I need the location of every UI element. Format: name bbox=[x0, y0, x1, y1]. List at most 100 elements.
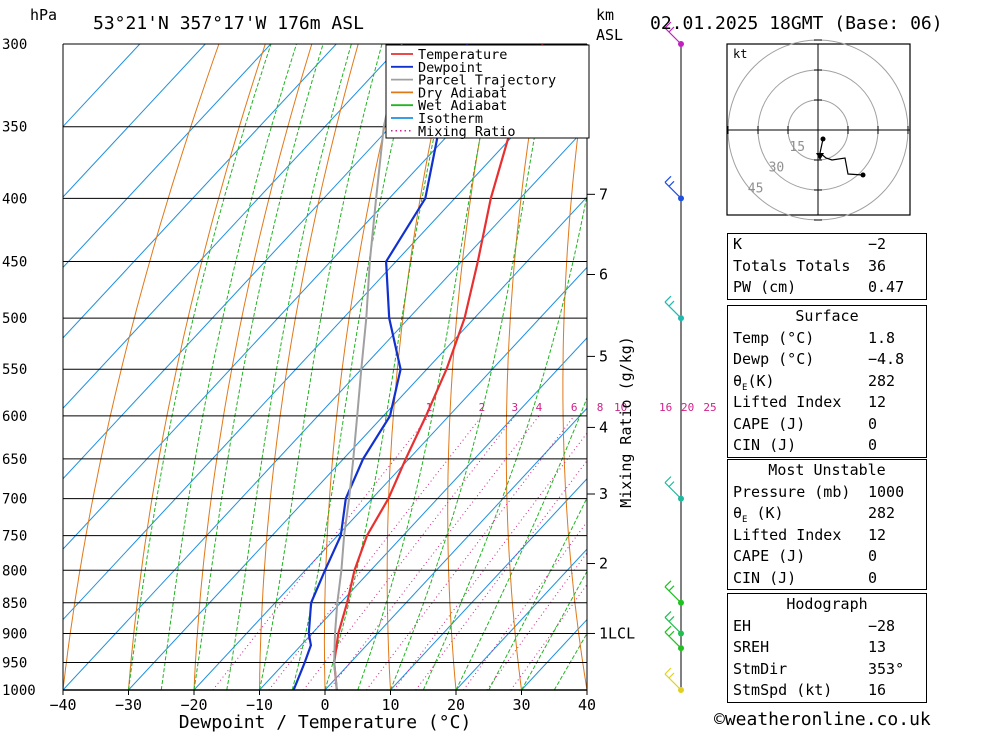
surface-label: Lifted Index bbox=[733, 393, 842, 411]
surface-row: Lifted Index 12 bbox=[728, 392, 926, 414]
pressure-tick-label: 550 bbox=[2, 362, 27, 378]
mixing-ratio-line bbox=[393, 432, 587, 690]
wind-barb bbox=[664, 625, 682, 649]
mixing-ratio-axis-label: Mixing Ratio (g/kg) bbox=[617, 336, 635, 508]
mixing-ratio-label: 4 bbox=[536, 401, 543, 414]
x-tick-label: −40 bbox=[49, 696, 76, 714]
hodograph-start-dot bbox=[820, 136, 826, 142]
wet-adiabat bbox=[160, 44, 297, 690]
pressure-tick-label: 500 bbox=[2, 311, 27, 327]
stats-panel: K −2 Totals Totals 36 PW (cm) 0.47 bbox=[727, 233, 927, 300]
most-unstable-row: Lifted Index 12 bbox=[728, 525, 926, 547]
surface-label: Dewp (°C) bbox=[733, 350, 815, 368]
km-tick-label: 4 bbox=[599, 418, 608, 436]
hodograph-stat-row: StmDir 353° bbox=[728, 659, 926, 681]
surface-row: CIN (J) 0 bbox=[728, 435, 926, 457]
wet-adiabat bbox=[455, 396, 587, 690]
km-tick-label: 3 bbox=[599, 485, 608, 503]
dry-adiabat bbox=[447, 44, 498, 690]
hodograph-stat-value: 16 bbox=[868, 681, 887, 699]
hodograph-panel: Hodograph EH −28 SREH 13 StmDir 353° StmSpd (k… bbox=[727, 593, 927, 703]
axes: 3003504004505005506006507007508008509009… bbox=[2, 37, 635, 714]
mixing-ratio-line bbox=[268, 415, 483, 690]
pressure-tick-label: 950 bbox=[2, 655, 27, 671]
surface-value: 12 bbox=[868, 393, 887, 411]
pressure-tick-label: 600 bbox=[2, 409, 27, 425]
hodograph-stat-row: StmSpd (kt) 16 bbox=[728, 680, 926, 702]
pressure-tick-label: 450 bbox=[2, 255, 27, 271]
most-unstable-label: CAPE (J) bbox=[733, 547, 806, 565]
legend-entry: Parcel Trajectory bbox=[418, 73, 556, 89]
pressure-tick-label: 350 bbox=[2, 120, 27, 136]
most-unstable-value: 1000 bbox=[868, 482, 905, 501]
surface-label: θE(K) bbox=[733, 371, 775, 393]
hodograph-stat-label: StmSpd (kt) bbox=[733, 681, 833, 699]
most-unstable-value: 0 bbox=[868, 547, 878, 565]
surface-row: θE(K) 282 bbox=[728, 371, 926, 393]
pressure-tick-label: 650 bbox=[2, 452, 27, 468]
legend-entry: Temperature bbox=[418, 47, 507, 63]
wet-adiabat bbox=[422, 193, 587, 690]
dry-adiabat bbox=[259, 44, 359, 690]
wet-adiabat bbox=[128, 44, 272, 690]
dry-adiabat bbox=[193, 44, 313, 690]
most-unstable-panel: Most Unstable Pressure (mb) 1000 θE (K) 282… bbox=[727, 459, 927, 590]
profile-curves bbox=[292, 44, 544, 690]
hodograph-ring-label: 45 bbox=[748, 181, 764, 196]
dry-adiabat bbox=[671, 44, 718, 690]
km-tick-label: 5 bbox=[599, 347, 608, 365]
dewpoint-line bbox=[292, 44, 469, 690]
km-tick-label: 7 bbox=[599, 185, 608, 203]
most-unstable-label: CIN (J) bbox=[733, 568, 797, 587]
dry-adiabat bbox=[386, 44, 452, 690]
datetime-title: 02.01.2025 18GMT (Base: 06) bbox=[650, 13, 943, 34]
stats-value: 0.47 bbox=[868, 278, 905, 296]
stats-label: PW (cm) bbox=[733, 278, 797, 296]
x-tick-label: 40 bbox=[578, 696, 596, 714]
pressure-tick-label: 800 bbox=[2, 563, 27, 579]
pressure-tick-label: 850 bbox=[2, 596, 27, 612]
location-title: 53°21'N 357°17'W 176m ASL bbox=[93, 13, 364, 34]
isotherm-line bbox=[324, 407, 587, 690]
km-tick-label: 1LCL bbox=[599, 624, 635, 642]
isotherm-line bbox=[63, 44, 272, 269]
hodograph-stat-row: EH −28 bbox=[728, 616, 926, 638]
surface-row: Temp (°C) 1.8 bbox=[728, 328, 926, 350]
isotherm-line bbox=[63, 44, 468, 480]
x-tick-label: 10 bbox=[381, 696, 399, 714]
isotherm-line bbox=[128, 196, 587, 690]
x-tick-label: 30 bbox=[512, 696, 530, 714]
hodograph-panel-title: Hodograph bbox=[786, 595, 868, 613]
isotherm-line bbox=[390, 477, 587, 690]
x-tick-label: −30 bbox=[115, 696, 142, 714]
wet-adiabat bbox=[193, 44, 324, 690]
pressure-tick-label: 300 bbox=[2, 37, 27, 53]
wind-barb bbox=[664, 175, 682, 199]
temperature-line bbox=[333, 44, 544, 690]
hodograph: 15 30 45 bbox=[726, 39, 911, 221]
km-tick-label: 2 bbox=[599, 555, 608, 573]
hodograph-stat-value: 353° bbox=[868, 659, 905, 678]
hodograph-stat-label: EH bbox=[733, 616, 752, 635]
hodograph-ring-label: 30 bbox=[769, 161, 785, 176]
mixing-ratio-label: 20 bbox=[681, 401, 694, 414]
most-unstable-value: 282 bbox=[868, 504, 896, 522]
isotherm-line bbox=[63, 55, 587, 621]
x-tick-label: −20 bbox=[180, 696, 207, 714]
surface-label: CAPE (J) bbox=[733, 414, 806, 433]
storm-motion-marker bbox=[816, 153, 824, 160]
copyright-link[interactable]: ©weatheronline.co.uk bbox=[714, 709, 931, 730]
dry-adiabat bbox=[915, 44, 1000, 690]
stats-value: −2 bbox=[868, 235, 887, 253]
hodograph-ring-label: 15 bbox=[789, 140, 805, 155]
pressure-unit: hPa bbox=[30, 6, 57, 24]
most-unstable-row: Pressure (mb) 1000 bbox=[728, 482, 926, 504]
x-tick-label: 20 bbox=[447, 696, 465, 714]
mixing-ratio-label: 6 bbox=[571, 401, 578, 414]
pressure-tick-label: 700 bbox=[2, 492, 27, 508]
wind-barb bbox=[664, 611, 682, 634]
most-unstable-label: θE (K) bbox=[733, 504, 784, 525]
hodograph-stat-label: StmDir bbox=[733, 659, 788, 678]
wind-barb bbox=[664, 295, 682, 319]
